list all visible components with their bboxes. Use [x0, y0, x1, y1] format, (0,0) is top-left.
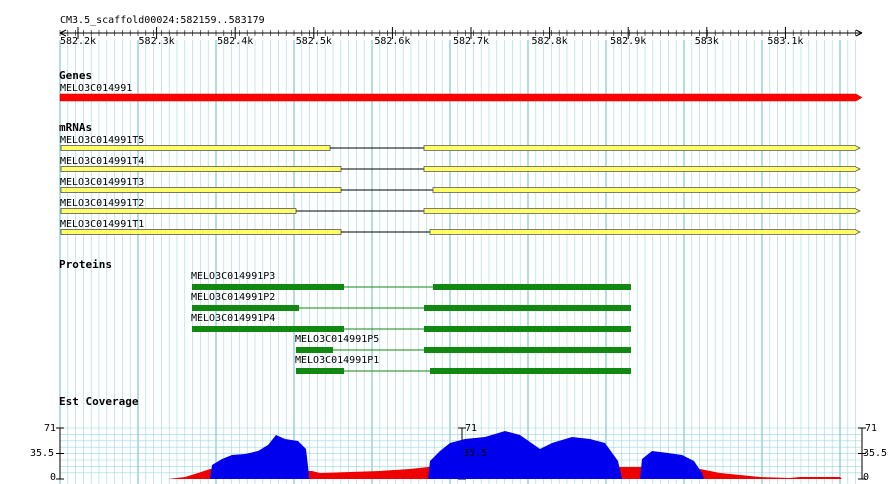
gene-feature [59, 93, 863, 102]
ruler-tick-label: 583k [694, 36, 719, 47]
ruler-tick-label: 582.3k [138, 36, 175, 47]
mrna-feature [60, 187, 861, 193]
ruler-tick-label: 582.7k [452, 36, 490, 47]
coverage-y-zero-left: 0 [50, 472, 57, 483]
mrna-exon [60, 187, 342, 193]
protein-label[interactable]: MELO3C014991P4 [191, 313, 276, 324]
mrna-exon [432, 187, 861, 193]
mrna-label[interactable]: MELO3C014991T2 [60, 198, 145, 209]
protein-label[interactable]: MELO3C014991P5 [295, 334, 380, 345]
gene-label[interactable]: MELO3C014991 [60, 83, 133, 94]
ruler-tick-label: 582.6k [374, 36, 411, 47]
protein-feature [192, 284, 631, 290]
protein-label[interactable]: MELO3C014991P1 [295, 355, 380, 366]
mrna-feature [60, 229, 861, 235]
coverage-track-title: Est Coverage [59, 395, 139, 408]
protein-feature [296, 368, 631, 374]
protein-feature [192, 326, 631, 332]
coverage-y-max-mid: 71 [465, 423, 478, 434]
protein-segment [430, 368, 631, 374]
mrna-exon [60, 229, 342, 235]
coverage-area-high [210, 435, 309, 479]
coverage-y-mid-mid: 35.5 [463, 448, 488, 459]
mrna-feature [60, 208, 861, 214]
ruler-tick-label: 582.4k [217, 36, 254, 47]
coverage-area-high [640, 451, 704, 479]
coverage-y-max-right: 71 [865, 423, 878, 434]
mrna-exon [423, 166, 861, 172]
mrna-exon [60, 145, 331, 151]
protein-segment [424, 347, 631, 353]
coverage-y-mid-right: 35.5 [863, 448, 888, 459]
genes-track-title: Genes [59, 69, 93, 82]
protein-segment [296, 347, 333, 353]
coverage-y-max-left: 71 [44, 423, 57, 434]
protein-feature [296, 347, 631, 353]
protein-segment [424, 305, 631, 311]
protein-label[interactable]: MELO3C014991P2 [191, 292, 276, 303]
mrna-label[interactable]: MELO3C014991T5 [60, 135, 145, 146]
ruler-tick-label: 582.5k [295, 36, 332, 47]
ruler-tick-label: 582.2k [59, 36, 97, 47]
mrna-exon [60, 166, 342, 172]
mrna-exon [423, 208, 861, 214]
protein-feature [192, 305, 631, 311]
protein-segment [296, 368, 344, 374]
mrna-exon [423, 145, 861, 151]
ruler-tick-label: 582.9k [610, 36, 647, 47]
ruler-tick-label: 583.1k [767, 36, 804, 47]
mrna-feature [60, 145, 861, 151]
protein-segment [192, 305, 299, 311]
mrna-feature [60, 166, 861, 172]
ruler-tick-label: 582.8k [531, 36, 568, 47]
mrna-label[interactable]: MELO3C014991T4 [60, 156, 145, 167]
protein-label[interactable]: MELO3C014991P3 [191, 271, 276, 282]
mrna-exon [429, 229, 861, 235]
protein-segment [424, 326, 631, 332]
protein-segment [192, 284, 344, 290]
mrnas-track-title: mRNAs [59, 121, 93, 134]
proteins-track-title: Proteins [59, 258, 112, 271]
mrna-exon [60, 208, 297, 214]
ruler-arrows [59, 29, 863, 37]
coverage-area-high [428, 431, 622, 479]
mrna-label[interactable]: MELO3C014991T1 [60, 219, 145, 230]
protein-segment [433, 284, 631, 290]
coverage-y-zero-right: 0 [863, 472, 870, 483]
ruler-title: CM3.5_scaffold00024:582159..583179 [60, 15, 265, 26]
protein-segment [192, 326, 344, 332]
coverage-y-mid-left: 35.5 [30, 448, 55, 459]
mrna-label[interactable]: MELO3C014991T3 [60, 177, 145, 188]
